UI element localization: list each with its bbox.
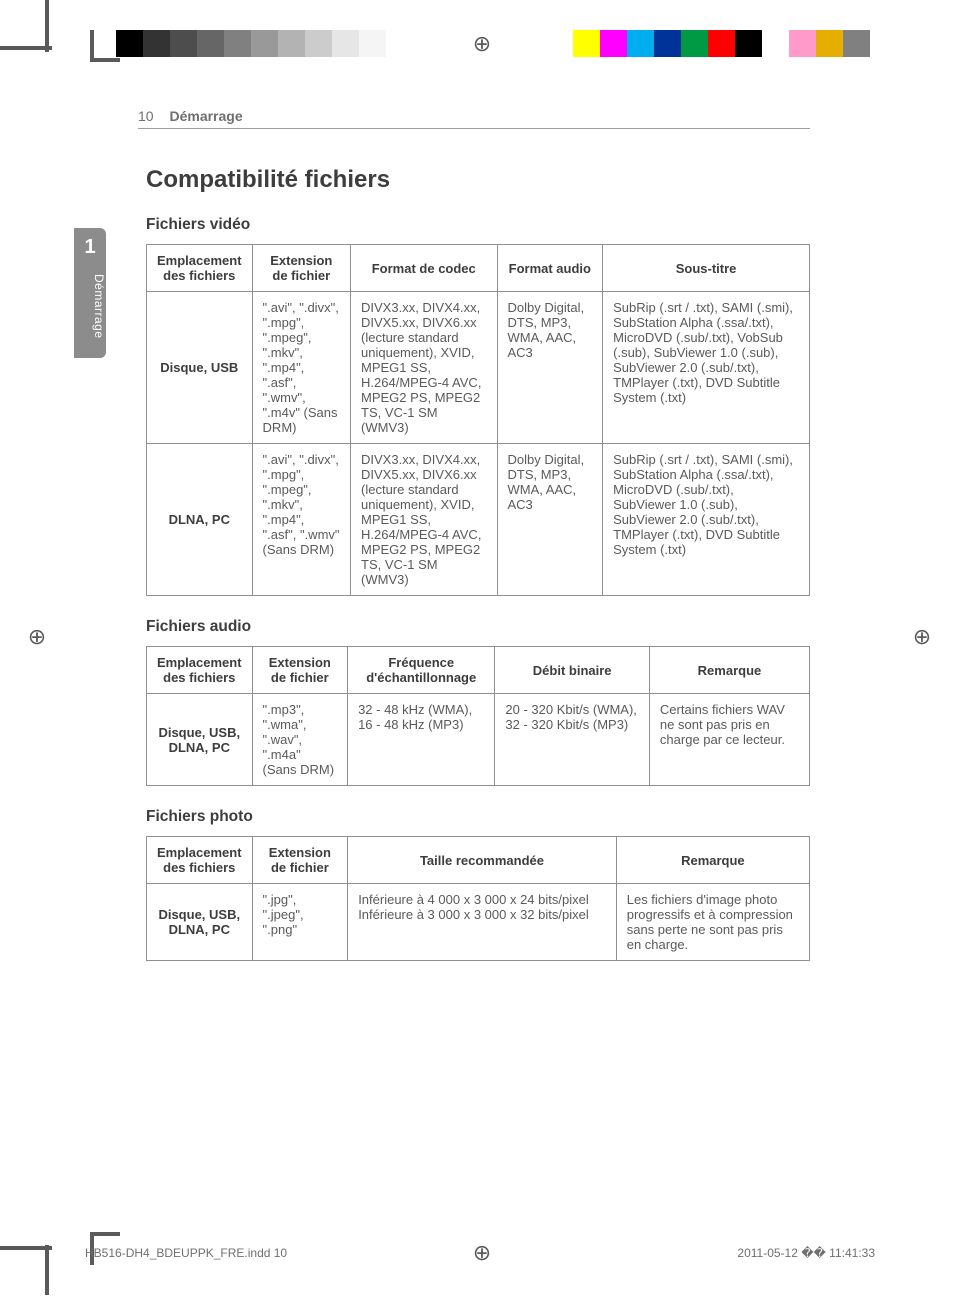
print-footer: HB516-DH4_BDEUPPK_FRE.indd 10 2011-05-12… [85, 1246, 875, 1260]
cell-location: Disque, USB [147, 292, 253, 444]
audio-section-title: Fichiers audio [146, 618, 810, 636]
section-name: Démarrage [169, 108, 242, 124]
crop-mark [0, 1246, 52, 1250]
photo-section-title: Fichiers photo [146, 808, 810, 826]
col-header: Emplacement des fichiers [147, 647, 253, 694]
chapter-number: 1 [74, 236, 106, 259]
cell-location: Disque, USB, DLNA, PC [147, 884, 253, 961]
registration-mark-icon: ⊕ [25, 625, 49, 649]
col-header: Sous-titre [603, 245, 810, 292]
table-row: Disque, USB, DLNA, PC ".jpg", ".jpeg", "… [147, 884, 810, 961]
cell-subtitle: SubRip (.srt / .txt), SAMI (.smi), SubSt… [603, 444, 810, 596]
crop-mark [0, 46, 52, 50]
col-header: Débit binaire [495, 647, 650, 694]
video-table: Emplacement des fichiers Extension de fi… [146, 244, 810, 596]
crop-mark [45, 1245, 49, 1295]
crop-mark [90, 58, 120, 62]
page-number: 10 [138, 108, 154, 124]
registration-mark-icon: ⊕ [910, 625, 934, 649]
table-row: DLNA, PC ".avi", ".divx", ".mpg", ".mpeg… [147, 444, 810, 596]
photo-table: Emplacement des fichiers Extension de fi… [146, 836, 810, 961]
cell-note: Certains fichiers WAV ne sont pas pris e… [649, 694, 809, 786]
cell-codec: DIVX3.xx, DIVX4.xx, DIVX5.xx, DIVX6.xx (… [351, 292, 497, 444]
col-header: Format de codec [351, 245, 497, 292]
cell-extension: ".mp3", ".wma", ".wav", ".m4a" (Sans DRM… [252, 694, 348, 786]
cell-codec: DIVX3.xx, DIVX4.xx, DIVX5.xx, DIVX6.xx (… [351, 444, 497, 596]
header-rule [138, 128, 810, 129]
cell-frequency: 32 - 48 kHz (WMA), 16 - 48 kHz (MP3) [348, 694, 495, 786]
audio-table: Emplacement des fichiers Extension de fi… [146, 646, 810, 786]
col-header: Extension de fichier [252, 837, 348, 884]
cell-location: DLNA, PC [147, 444, 253, 596]
registration-mark-icon: ⊕ [470, 32, 494, 56]
cell-audio: Dolby Digital, DTS, MP3, WMA, AAC, AC3 [497, 444, 603, 596]
cell-audio: Dolby Digital, DTS, MP3, WMA, AAC, AC3 [497, 292, 603, 444]
crop-mark [90, 1232, 120, 1236]
col-header: Format audio [497, 245, 603, 292]
footer-timestamp: 2011-05-12 �� 11:41:33 [737, 1246, 875, 1260]
content-area: Compatibilité fichiers Fichiers vidéo Em… [146, 166, 810, 983]
grayscale-swatches [116, 30, 386, 57]
chapter-label: Démarrage [74, 274, 106, 339]
cell-extension: ".avi", ".divx", ".mpg", ".mpeg", ".mkv"… [252, 292, 350, 444]
cell-size: Inférieure à 4 000 x 3 000 x 24 bits/pix… [348, 884, 617, 961]
cell-extension: ".avi", ".divx", ".mpg", ".mpeg", ".mkv"… [252, 444, 350, 596]
col-header: Taille recommandée [348, 837, 617, 884]
color-swatches [573, 30, 870, 57]
page-title: Compatibilité fichiers [146, 166, 810, 194]
crop-mark [90, 30, 94, 60]
crop-mark [45, 0, 49, 52]
video-section-title: Fichiers vidéo [146, 216, 810, 234]
table-row: Disque, USB ".avi", ".divx", ".mpg", ".m… [147, 292, 810, 444]
cell-bitrate: 20 - 320 Kbit/s (WMA), 32 - 320 Kbit/s (… [495, 694, 650, 786]
col-header: Fréquence d'échantillonnage [348, 647, 495, 694]
col-header: Extension de fichier [252, 245, 350, 292]
cell-note: Les fichiers d'image photo progressifs e… [616, 884, 809, 961]
cell-location: Disque, USB, DLNA, PC [147, 694, 253, 786]
table-row: Disque, USB, DLNA, PC ".mp3", ".wma", ".… [147, 694, 810, 786]
col-header: Emplacement des fichiers [147, 245, 253, 292]
cell-extension: ".jpg", ".jpeg", ".png" [252, 884, 348, 961]
chapter-tab: 1 Démarrage [74, 228, 106, 358]
col-header: Remarque [649, 647, 809, 694]
cell-subtitle: SubRip (.srt / .txt), SAMI (.smi), SubSt… [603, 292, 810, 444]
manual-page: ⊕ ⊕ ⊕ ⊕ 10 Démarrage 1 Démarrage Compati… [0, 0, 954, 1297]
footer-file: HB516-DH4_BDEUPPK_FRE.indd 10 [85, 1246, 287, 1260]
col-header: Remarque [616, 837, 809, 884]
col-header: Emplacement des fichiers [147, 837, 253, 884]
running-header: 10 Démarrage [138, 108, 243, 124]
col-header: Extension de fichier [252, 647, 348, 694]
